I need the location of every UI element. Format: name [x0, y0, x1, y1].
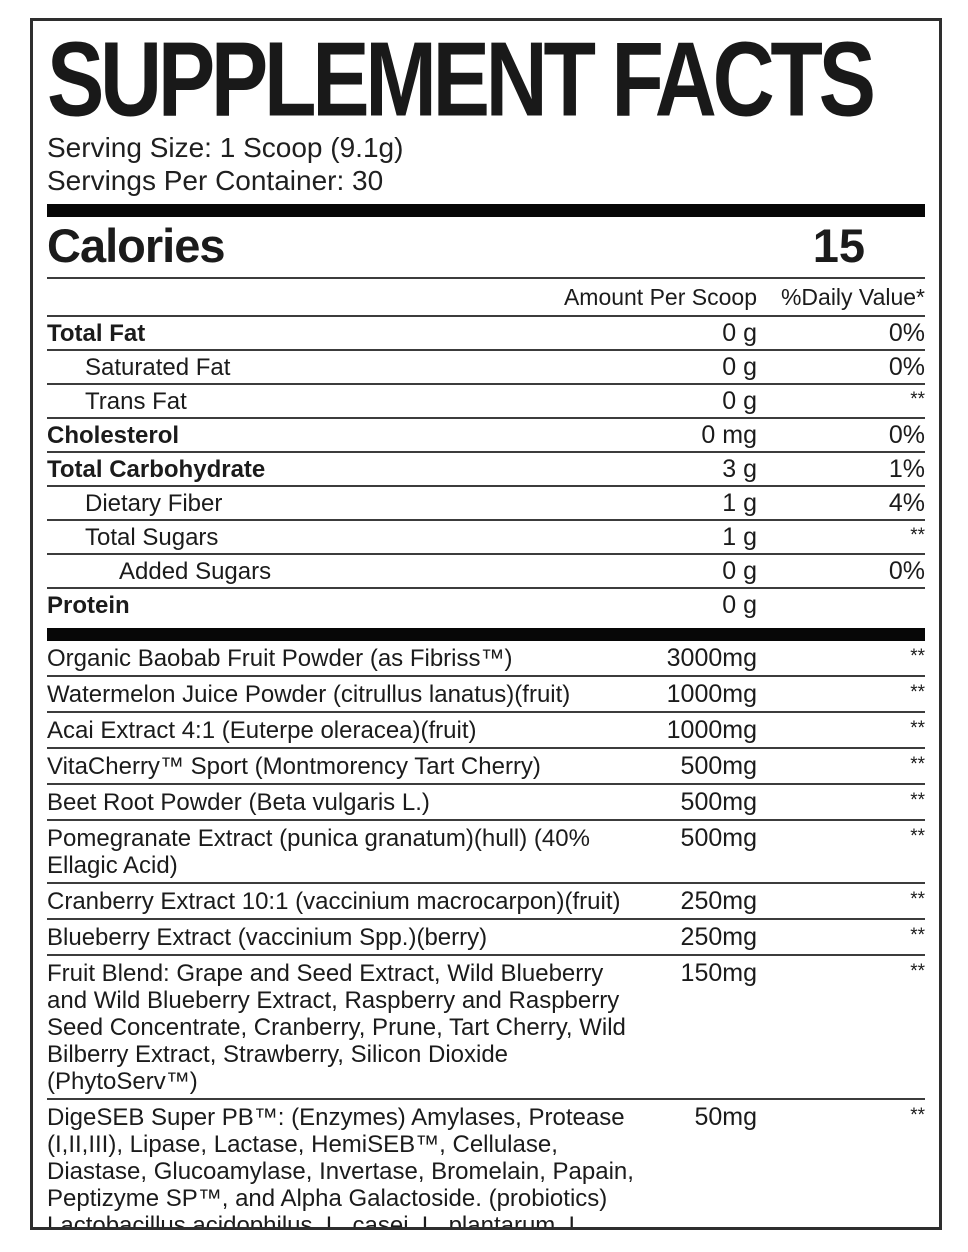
ingredient-row: Fruit Blend: Grape and Seed Extract, Wil…	[47, 956, 925, 1100]
nutrient-amount: 3 g	[722, 455, 757, 483]
nutrient-amount: 1 g	[722, 489, 757, 517]
nutrient-name: Cholesterol	[47, 422, 180, 449]
nutrient-name: Trans Fat	[85, 388, 187, 415]
ingredient-amount: 500mg	[680, 824, 757, 852]
ingredient-row: Beet Root Powder (Beta vulgaris L.) 500mg…	[47, 785, 925, 821]
nutrient-row: Added Sugars 0 g 0%	[47, 555, 925, 589]
panel-title: SUPPLEMENT FACTS	[47, 20, 876, 140]
nutrient-rows-section: Total Fat 0 g 0% Saturated Fat 0 g 0% Trans Fa…	[47, 317, 925, 621]
ingredient-daily-value: **	[910, 682, 925, 703]
nutrient-row: Protein 0 g	[47, 589, 925, 621]
nutrient-daily-value: 0%	[888, 353, 925, 381]
ingredient-name: Beet Root Powder (Beta vulgaris L.)	[47, 789, 430, 816]
ingredient-name: DigeSEB Super PB™: (Enzymes) Amylases, P…	[47, 1104, 634, 1230]
ingredient-row: DigeSEB Super PB™: (Enzymes) Amylases, P…	[47, 1100, 925, 1230]
nutrient-row: Saturated Fat 0 g 0%	[47, 351, 925, 385]
nutrient-daily-value	[757, 592, 925, 619]
calories-label: Calories	[47, 219, 225, 272]
ingredient-amount: 150mg	[680, 959, 757, 987]
ingredient-name: VitaCherry™ Sport (Montmorency Tart Cher…	[47, 753, 541, 780]
nutrient-amount: 0 mg	[701, 421, 757, 449]
nutrient-row: Total Fat 0 g 0%	[47, 317, 925, 351]
ingredient-amount: 50mg	[694, 1103, 757, 1131]
ingredient-name: Fruit Blend: Grape and Seed Extract, Wil…	[47, 960, 626, 1095]
nutrient-daily-value: 4%	[888, 489, 925, 517]
nutrient-daily-value: **	[910, 389, 925, 410]
nutrient-name: Total Sugars	[85, 524, 219, 551]
ingredient-name: Acai Extract 4:1 (Euterpe oleracea)(frui…	[47, 717, 477, 744]
nutrient-daily-value: 1%	[888, 455, 925, 483]
nutrient-row: Total Carbohydrate 3 g 1%	[47, 453, 925, 487]
nutrient-row: Total Sugars 1 g **	[47, 521, 925, 555]
ingredient-row: Watermelon Juice Powder (citrullus lanat…	[47, 677, 925, 713]
calories-value: 15	[812, 219, 865, 272]
nutrient-name: Dietary Fiber	[85, 490, 223, 517]
thick-divider-bar	[47, 204, 925, 217]
ingredient-daily-value: **	[910, 925, 925, 946]
daily-value-column-header: %Daily Value*	[780, 284, 925, 310]
thick-divider-bar	[47, 628, 925, 641]
nutrient-daily-value: 0%	[888, 421, 925, 449]
ingredient-name: Blueberry Extract (vaccinium Spp.)(berry…	[47, 924, 488, 951]
ingredient-rows-section: Organic Baobab Fruit Powder (as Fibriss™…	[47, 641, 925, 1230]
nutrient-daily-value: 0%	[888, 557, 925, 585]
nutrient-name: Added Sugars	[119, 558, 272, 585]
nutrient-amount: 0 g	[722, 557, 757, 585]
ingredient-row: Acai Extract 4:1 (Euterpe oleracea)(frui…	[47, 713, 925, 749]
supplement-facts-panel: SUPPLEMENT FACTS Serving Size: 1 Scoop (…	[30, 18, 942, 1230]
nutrient-amount: 0 g	[722, 353, 757, 381]
ingredient-daily-value: **	[910, 1105, 925, 1126]
amount-column-header: Amount Per Scoop	[563, 284, 757, 310]
ingredient-name: Organic Baobab Fruit Powder (as Fibriss™…	[47, 645, 513, 672]
nutrient-amount: 1 g	[722, 523, 757, 551]
calories-row: Calories 15	[47, 217, 925, 279]
ingredient-daily-value: **	[910, 646, 925, 667]
ingredient-amount: 1000mg	[666, 716, 757, 744]
ingredient-daily-value: **	[910, 790, 925, 811]
ingredient-name: Watermelon Juice Powder (citrullus lanat…	[47, 681, 571, 708]
ingredient-amount: 250mg	[680, 887, 757, 915]
ingredient-amount: 1000mg	[666, 680, 757, 708]
ingredient-row: Organic Baobab Fruit Powder (as Fibriss™…	[47, 641, 925, 677]
ingredient-amount: 500mg	[680, 752, 757, 780]
serving-size-text: Serving Size: 1 Scoop (9.1g)	[47, 132, 404, 163]
ingredient-amount: 3000mg	[666, 644, 757, 672]
nutrient-name: Total Fat	[47, 320, 146, 347]
nutrient-name: Total Carbohydrate	[47, 456, 266, 483]
ingredient-amount: 250mg	[680, 923, 757, 951]
nutrient-amount: 0 g	[722, 319, 757, 347]
servings-per-container-text: Servings Per Container: 30	[47, 165, 384, 196]
ingredient-row: VitaCherry™ Sport (Montmorency Tart Cher…	[47, 749, 925, 785]
ingredient-name: Cranberry Extract 10:1 (vaccinium macroc…	[47, 888, 621, 915]
column-header-row: Amount Per Scoop %Daily Value*	[47, 279, 925, 317]
ingredient-name: Pomegranate Extract (punica granatum)(hu…	[47, 825, 590, 879]
ingredient-daily-value: **	[910, 754, 925, 775]
nutrient-amount: 0 g	[722, 591, 757, 619]
nutrient-daily-value: 0%	[888, 319, 925, 347]
nutrient-amount: 0 g	[722, 387, 757, 415]
ingredient-daily-value: **	[910, 889, 925, 910]
ingredient-row: Cranberry Extract 10:1 (vaccinium macroc…	[47, 884, 925, 920]
nutrient-name: Protein	[47, 592, 130, 619]
ingredient-daily-value: **	[910, 961, 925, 982]
ingredient-daily-value: **	[910, 826, 925, 847]
nutrient-daily-value: **	[910, 525, 925, 546]
nutrient-row: Dietary Fiber 1 g 4%	[47, 487, 925, 521]
ingredient-row: Pomegranate Extract (punica granatum)(hu…	[47, 821, 925, 884]
nutrient-name: Saturated Fat	[85, 354, 231, 381]
ingredient-amount: 500mg	[680, 788, 757, 816]
nutrient-row: Cholesterol 0 mg 0%	[47, 419, 925, 453]
ingredient-daily-value: **	[910, 718, 925, 739]
ingredient-row: Blueberry Extract (vaccinium Spp.)(berry…	[47, 920, 925, 956]
nutrient-row: Trans Fat 0 g **	[47, 385, 925, 419]
